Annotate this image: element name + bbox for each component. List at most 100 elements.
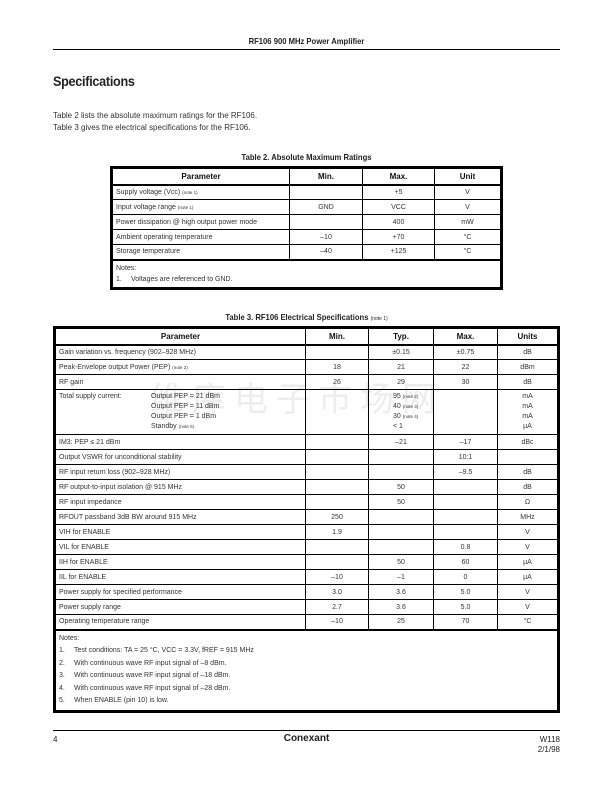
typ-cell (368, 539, 434, 555)
note-number: 3. (59, 672, 65, 679)
note-number: 5. (59, 697, 65, 704)
max-cell (433, 389, 498, 435)
param-note: (note 1) (177, 204, 194, 210)
table-row: Input voltage range (note 1) GND VCC V (111, 199, 502, 215)
typ-cell: ±0.15 (368, 344, 434, 360)
max-cell: 5.0 (433, 584, 498, 600)
supply-param: Total supply current: Output PEP = 21 dBm… (59, 392, 302, 432)
unit-cell: MHz (497, 509, 559, 525)
typ-line: 95 (note 2) (393, 392, 430, 402)
min-cell (305, 434, 369, 450)
column-header: Units (497, 327, 559, 346)
max-cell: –17 (433, 434, 498, 450)
note-item: 2. With continuous wave RF input signal o… (59, 658, 554, 671)
typ-line: < 1 (393, 422, 430, 432)
param-text: Total supply current: (59, 393, 122, 400)
min-cell (289, 184, 363, 200)
param-text: VIL for ENABLE (59, 543, 109, 551)
table-row: Operating temperature range –10 25 70 °C (54, 614, 559, 630)
unit-cell: °C (434, 229, 502, 245)
unit-cell: dBc (497, 434, 559, 450)
param-cell: RFOUT passband 3dB BW around 915 MHz (54, 509, 306, 525)
param-text: Gain variation vs. frequency (902–928 MH… (59, 348, 196, 356)
column-header: Max. (362, 167, 435, 186)
table-row: RF output-to-input isolation @ 915 MHz 50… (54, 479, 559, 495)
doc-date: 2/1/98 (537, 745, 560, 754)
min-cell (305, 494, 369, 510)
min-cell: –10 (305, 614, 369, 630)
column-header: Parameter (54, 327, 306, 346)
footer-rule (53, 730, 560, 731)
unit-cell: V (434, 184, 502, 200)
min-cell: GND (289, 199, 363, 215)
table3-caption-text: Table 3. RF106 Electrical Specifications (225, 312, 369, 322)
table-row: Power supply for specified performance 3.… (54, 584, 559, 600)
typ-line: 30 (note 4) (393, 412, 430, 422)
supply-conditions: Output PEP = 21 dBm Output PEP = 11 dBm Ou… (151, 392, 220, 432)
typ-cell: 3.6 (368, 599, 434, 615)
unit-line: µA (523, 423, 532, 430)
note-text: With continuous wave RF input signal of … (74, 659, 227, 667)
max-cell: 0.8 (433, 539, 498, 555)
unit-cell: V (497, 584, 559, 600)
param-text: RF gain (59, 378, 84, 386)
max-cell: VCC (362, 199, 435, 215)
max-cell (433, 524, 498, 540)
note-number: 4. (59, 684, 65, 692)
typ-value: 40 (393, 403, 401, 410)
param-text: Operating temperature range (59, 618, 150, 626)
param-cell: RF output-to-input isolation @ 915 MHz (54, 479, 306, 495)
column-header: Min. (305, 327, 369, 346)
max-cell: 5.0 (433, 599, 498, 615)
min-cell (305, 554, 369, 570)
max-cell: 70 (433, 614, 498, 630)
typ-cell (368, 464, 434, 480)
electrical-specs-table: Parameter Min. Typ. Max. Units Gain variation… (53, 326, 560, 713)
typ-cell: 50 (368, 554, 434, 570)
min-cell (305, 449, 369, 465)
min-cell (305, 539, 369, 555)
unit-cell: dB (497, 344, 559, 360)
min-cell (305, 464, 369, 480)
typ-cell: 95 (note 2) 40 (note 3) 30 (note 4) < 1 (368, 389, 434, 435)
typ-value: 30 (393, 413, 401, 420)
note-number: 2. (59, 659, 65, 667)
table-row: IIL for ENABLE –10 –1 0 µA (54, 569, 559, 585)
typ-value: 95 (393, 393, 401, 400)
param-cell: RF input impedance (54, 494, 306, 510)
unit-cell: dB (497, 479, 559, 495)
intro-line: Table 3 gives the electrical specificati… (53, 123, 251, 132)
typ-note: (note 3) (402, 404, 419, 409)
note-text: With continuous wave RF input signal of … (74, 672, 231, 679)
condition-line: Output PEP = 1 dBm (151, 412, 220, 422)
max-cell (433, 494, 498, 510)
table3-caption-note: (note 1) (370, 316, 388, 322)
table-row: RF input return loss (902–928 MHz) –9.5 dB (54, 464, 559, 480)
min-cell (289, 214, 363, 230)
table2-caption: Table 2. Absolute Maximum Ratings (241, 152, 372, 162)
param-text: Storage temperature (116, 248, 181, 256)
unit-cell: V (497, 539, 559, 555)
footer-brand: Conexant (283, 733, 330, 744)
param-cell: Gain variation vs. frequency (902–928 MH… (54, 344, 306, 360)
unit-cell: V (497, 524, 559, 540)
table-row: RFOUT passband 3dB BW around 915 MHz 250 M… (54, 509, 559, 525)
section-title: Specifications (53, 73, 135, 89)
unit-cell: dB (497, 464, 559, 480)
note-item: 1. Test conditions: TA = 25 °C, VCC = 3.3… (59, 645, 554, 658)
min-cell: 1.9 (305, 524, 369, 540)
unit-cell (497, 449, 559, 465)
table-row: RF input impedance 50 Ω (54, 494, 559, 510)
typ-note: (note 2) (402, 394, 419, 399)
param-cell: IIL for ENABLE (54, 569, 306, 585)
param-text: Power supply for specified performance (59, 588, 182, 596)
note-number: 1. (116, 275, 122, 283)
table3-caption: Table 3. RF106 Electrical Specifications… (78, 312, 534, 322)
footer-doc-info: W118 2/1/98 (538, 735, 560, 755)
condition-note: (note 5) (178, 424, 195, 429)
max-cell: +70 (362, 229, 435, 245)
param-text: Ambient operating temperature (116, 233, 213, 241)
note-text: Voltages are referenced to GND. (131, 275, 233, 283)
typ-cell (368, 509, 434, 525)
table-row: IIH for ENABLE 50 60 µA (54, 554, 559, 570)
